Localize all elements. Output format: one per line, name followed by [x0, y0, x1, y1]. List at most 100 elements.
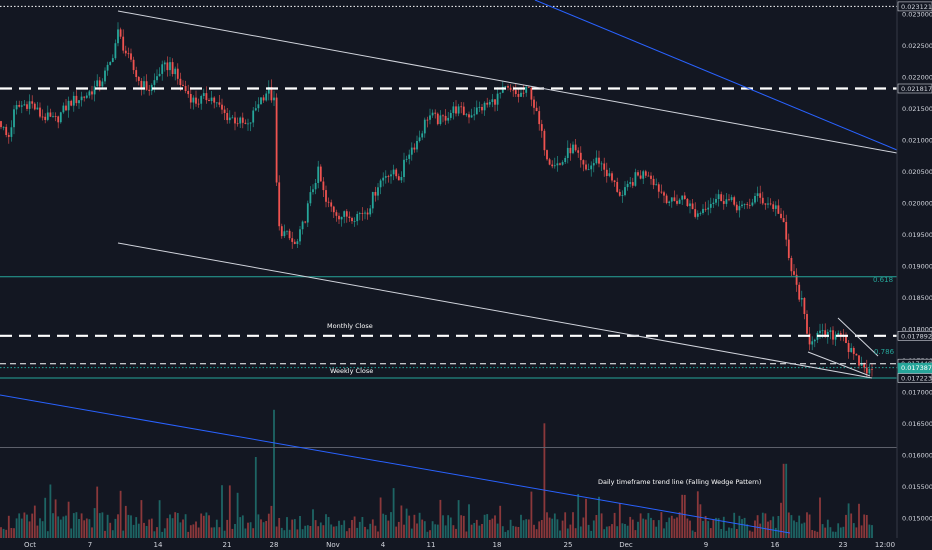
candle-body	[475, 107, 478, 115]
volume-bar	[452, 525, 455, 538]
candle-body	[543, 130, 546, 151]
candle-body	[187, 91, 190, 95]
candle-body	[218, 102, 221, 105]
volume-bar	[15, 518, 18, 538]
volume-bar	[293, 519, 296, 538]
volume-bar	[291, 519, 294, 538]
upper-trendline[interactable]	[117, 10, 898, 154]
candle-body	[455, 106, 457, 114]
candle-body	[436, 113, 439, 125]
volume-bar	[829, 527, 832, 538]
volume-bar	[436, 524, 439, 538]
volume-bar	[20, 518, 23, 538]
candle-body	[213, 97, 216, 103]
volume-bar	[379, 497, 382, 538]
price-label: 0.017223	[901, 375, 932, 383]
candle-body	[59, 112, 62, 123]
time-tick: 21	[223, 541, 232, 549]
volume-bar	[767, 521, 769, 538]
volume-bar	[574, 528, 577, 538]
volume-bar	[699, 504, 702, 539]
volume-bar	[681, 494, 684, 538]
candle-body	[689, 203, 691, 207]
candle-body	[668, 201, 671, 203]
candle-body	[228, 117, 231, 121]
volume-bar	[533, 524, 535, 538]
candle-body	[444, 115, 447, 121]
volume-bar	[715, 517, 717, 538]
candle-body	[735, 204, 738, 211]
volume-bar	[811, 530, 814, 538]
candle-body	[124, 50, 127, 54]
candle-body	[826, 332, 829, 338]
volume-bar	[171, 518, 174, 538]
candle-body	[309, 192, 312, 204]
candle-body	[348, 216, 351, 218]
volume-bar	[231, 528, 234, 538]
candle-body	[85, 95, 88, 98]
volume-bar	[210, 527, 213, 538]
candle-body	[75, 95, 78, 104]
candle-body	[486, 102, 489, 105]
candle-body	[137, 77, 140, 81]
volume-bar	[540, 520, 543, 538]
candle-body	[36, 107, 39, 110]
candle-body	[686, 199, 689, 206]
candle-body	[595, 157, 598, 164]
candle-body	[600, 163, 603, 165]
candle-body	[439, 115, 442, 124]
wedge-upper-line[interactable]	[837, 317, 879, 357]
candle-body	[410, 147, 413, 155]
candle-body	[395, 169, 398, 177]
candle-body	[824, 330, 827, 337]
candle-body	[148, 89, 151, 91]
candle-body	[621, 195, 624, 196]
volume-bar	[741, 519, 743, 538]
candle-body	[49, 112, 52, 117]
time-tick: 28	[270, 541, 279, 549]
candle-body	[499, 92, 502, 94]
candle-body	[392, 169, 395, 175]
candle-body	[751, 202, 754, 206]
candle-body	[592, 163, 595, 166]
volume-bar	[670, 515, 673, 538]
candle-body	[83, 96, 86, 98]
volume-bar	[189, 525, 192, 538]
candle-body	[858, 355, 860, 366]
volume-bar	[748, 530, 751, 538]
volume-bar	[634, 530, 637, 538]
volume-bar	[0, 527, 2, 538]
lower-trendline[interactable]	[117, 242, 873, 379]
candle-body	[712, 202, 715, 204]
candle-body	[733, 197, 736, 205]
volume-bar	[195, 521, 197, 538]
price-axis[interactable]: 0.023000 0.022500 0.022000 0.021500 0.021000…	[896, 0, 932, 538]
volume-bar	[65, 515, 67, 538]
volume-bar	[543, 423, 546, 539]
volume-bar	[738, 515, 741, 538]
volume-bar	[327, 517, 330, 538]
volume-bar	[787, 512, 790, 538]
candle-body	[793, 271, 795, 275]
blue-trendline-volume[interactable]	[0, 394, 791, 534]
volume-bar	[647, 513, 650, 538]
blue-trendline-top[interactable]	[534, 0, 898, 151]
volume-bar	[569, 524, 572, 538]
volume-bar	[2, 528, 5, 538]
candle-body	[715, 199, 717, 203]
candle-body	[865, 367, 868, 374]
volume-bar	[18, 513, 21, 538]
candle-body	[535, 107, 538, 111]
candle-body	[195, 97, 197, 104]
volume-bar	[377, 531, 379, 538]
price-tick: 0.019000	[902, 263, 932, 271]
candle-body	[652, 178, 655, 186]
wedge-lower-line[interactable]	[807, 351, 871, 377]
volume-bar	[678, 512, 681, 538]
candle-body	[572, 144, 574, 154]
candle-body	[72, 95, 75, 106]
volume-bar	[114, 518, 117, 538]
time-axis[interactable]: Oct 7 14 21 28 Nov 4 11 18 25 Dec 9 16 23 12:00	[0, 538, 932, 550]
